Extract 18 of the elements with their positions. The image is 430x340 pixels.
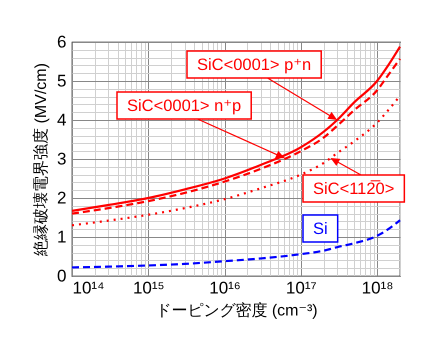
x-axis-title: ドーピング密度 (cm⁻³) <box>155 302 318 320</box>
y-tick-label: 6 <box>57 32 66 52</box>
y-tick-label: 5 <box>57 72 66 90</box>
y-tick-label: 4 <box>57 110 66 130</box>
y-tick-label: 2 <box>57 188 66 208</box>
x-tick-label: 10¹⁷ <box>286 278 317 298</box>
y-tick-label: 3 <box>57 150 66 168</box>
text: SiC<0001> n⁺p <box>127 97 242 115</box>
y-axis-title: 絶縁破壊電界強度 (MV/cm) <box>32 63 50 257</box>
y-tick-label: 0 <box>57 266 66 286</box>
text: SiC<0001> p⁺n <box>197 56 312 74</box>
x-tick-label: 10¹⁶ <box>209 278 241 298</box>
legend-label: SiC<112̅0> <box>313 180 394 198</box>
series-label: Si <box>313 220 328 238</box>
x-tick-label: 10¹⁴ <box>72 278 104 298</box>
x-tick-label: 10¹⁵ <box>132 278 165 298</box>
y-tick-label: 1 <box>57 228 66 246</box>
x-tick-label: 10¹⁸ <box>362 278 394 298</box>
